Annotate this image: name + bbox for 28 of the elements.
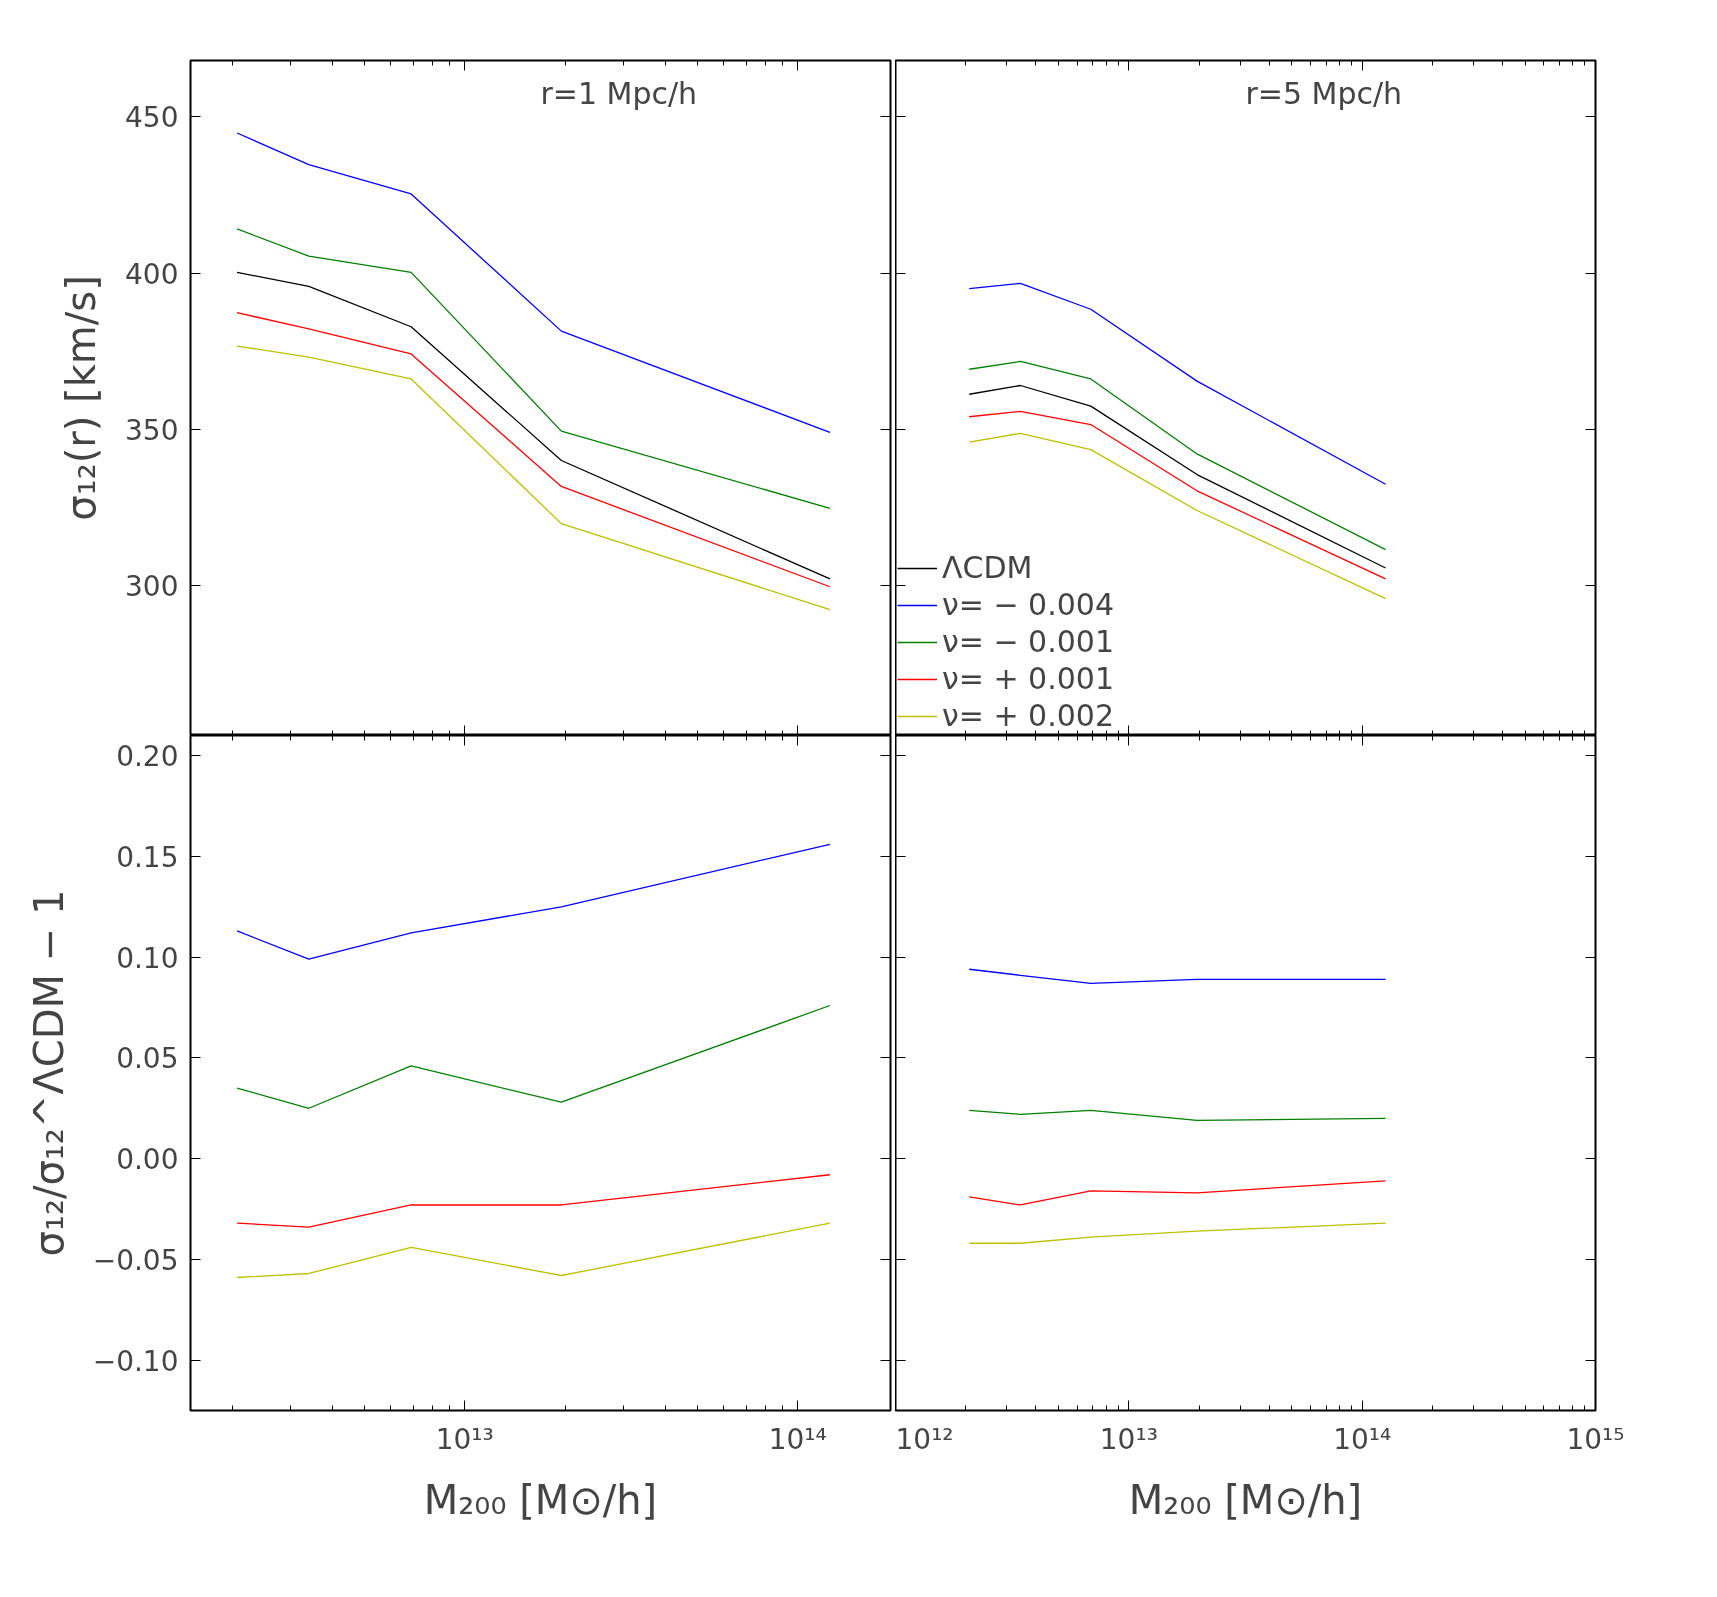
y-tick-label: −0.05 [92,1243,179,1277]
x-tick-label: 10¹⁴ [1333,1422,1392,1456]
x-tick-label: 10¹⁴ [768,1422,827,1456]
annotation: r=1 Mpc/h [540,75,698,111]
legend-label: ν= + 0.001 [942,661,1114,696]
x-tick-label: 10¹⁵ [1566,1422,1625,1456]
y-tick-label: 0.05 [116,1042,179,1076]
x-tick-label: 10¹³ [1099,1422,1158,1456]
x-tick-label: 10¹² [895,1422,954,1456]
x-tick-label: 10¹³ [435,1422,494,1456]
y-tick-label: 0.00 [116,1143,179,1177]
y-tick-label: 300 [125,570,179,603]
y-axis-title: σ₁₂/σ₁₂^ΛCDM − 1 [25,889,72,1257]
legend-label: ν= + 0.002 [942,698,1114,733]
annotation: r=5 Mpc/h [1245,75,1403,111]
legend-label: ΛCDM [942,550,1033,585]
legend-label: ν= − 0.004 [942,587,1114,622]
y-tick-label: 0.15 [116,840,179,874]
x-axis-title: M₂₀₀ [M⊙/h] [1128,1476,1363,1523]
y-tick-label: 350 [125,413,179,447]
y-tick-label: 450 [125,101,179,135]
y-axis-title: σ₁₂(r) [km/s] [58,275,105,521]
y-tick-label: 0.20 [116,740,179,774]
legend-label: ν= − 0.001 [942,624,1114,659]
y-tick-label: 0.10 [116,941,179,975]
x-axis-title: M₂₀₀ [M⊙/h] [423,1476,658,1523]
y-tick-label: 400 [125,257,179,291]
y-tick-label: −0.10 [92,1344,179,1378]
